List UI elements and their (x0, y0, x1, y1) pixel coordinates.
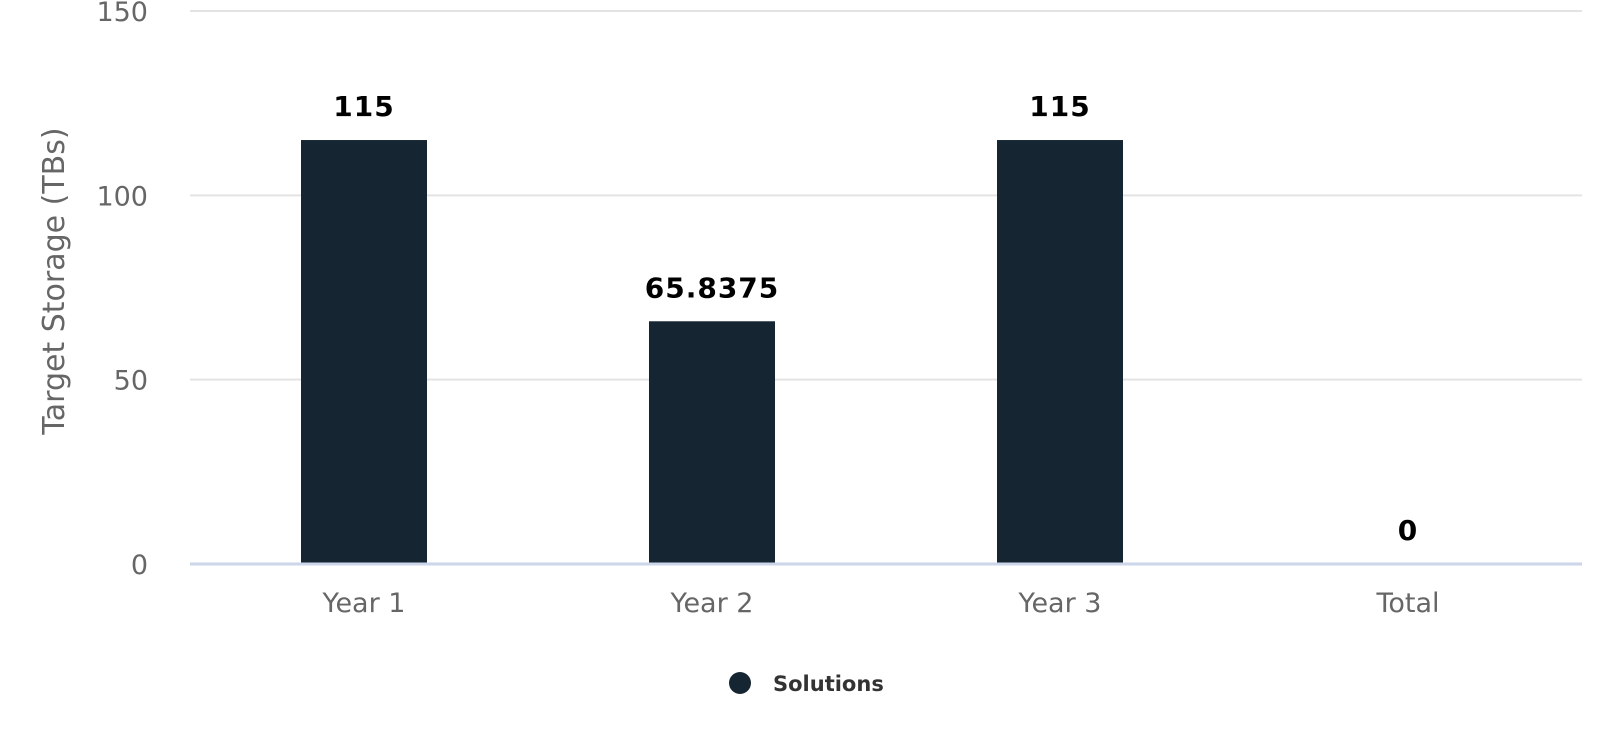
data-label: 115 (1029, 90, 1090, 123)
y-axis-ticks: 0 50 100 150 (96, 0, 148, 581)
y-tick-label: 100 (96, 181, 148, 212)
x-tick-label: Year 1 (322, 588, 406, 619)
y-tick-label: 50 (114, 366, 148, 397)
bar[interactable] (301, 140, 427, 565)
legend-marker-solutions (729, 672, 751, 694)
bar[interactable] (649, 321, 775, 564)
bars (301, 140, 1123, 565)
bar[interactable] (997, 140, 1123, 565)
y-tick-label: 150 (96, 0, 148, 28)
x-axis-ticks: Year 1 Year 2 Year 3 Total (322, 588, 1440, 619)
x-tick-label: Year 2 (670, 588, 754, 619)
x-tick-label: Year 3 (1018, 588, 1102, 619)
y-tick-label: 0 (131, 550, 148, 581)
data-label: 115 (333, 90, 394, 123)
legend[interactable]: Solutions (729, 672, 884, 696)
data-labels: 115 65.8375 115 0 (333, 90, 1418, 547)
x-tick-label: Total (1375, 588, 1439, 619)
data-label: 0 (1398, 514, 1418, 547)
data-label: 65.8375 (645, 271, 780, 304)
y-axis-title: Target Storage (TBs) (37, 127, 72, 435)
legend-label-solutions: Solutions (773, 672, 884, 696)
